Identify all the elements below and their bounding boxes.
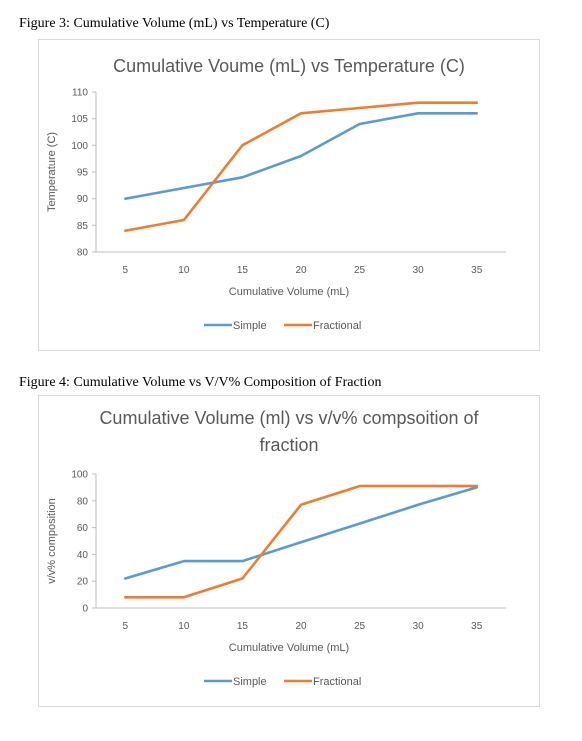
x-tick-label: 20 (295, 265, 307, 276)
y-tick-label: 0 (82, 604, 88, 615)
y-tick-label: 105 (71, 114, 88, 125)
y-tick-label: 110 (72, 88, 88, 99)
legend-label-fractional: Fractional (313, 676, 361, 688)
legend-label-simple: Simple (233, 676, 267, 688)
x-tick-label: 5 (123, 265, 129, 276)
x-tick-label: 10 (178, 621, 190, 632)
figure3-caption: Figure 3: Cumulative Volume (mL) vs Temp… (19, 16, 330, 31)
figure4-caption: Figure 4: Cumulative Volume vs V/V% Comp… (19, 375, 382, 390)
x-tick-label: 30 (413, 265, 425, 276)
y-tick-label: 40 (77, 550, 89, 561)
x-tick-label: 20 (295, 621, 307, 632)
chart-title: Cumulative Volume (ml) vs v/v% compsoiti… (99, 408, 479, 428)
y-tick-label: 90 (77, 194, 89, 205)
legend-label-simple: Simple (233, 320, 267, 332)
y-tick-label: 100 (71, 470, 88, 481)
y-tick-label: 20 (77, 577, 89, 588)
x-tick-label: 10 (178, 265, 190, 276)
series-line-simple (124, 112, 479, 200)
y-axis-title: Temperature (C) (46, 132, 58, 212)
x-axis-title: Cumulative Volume (mL) (229, 286, 349, 298)
chart-temperature-svg: Cumulative Voume (mL) vs Temperature (C)… (46, 56, 506, 332)
y-axis-title: v/v% composition (46, 498, 58, 584)
y-tick-label: 95 (77, 168, 89, 179)
series-line-fractional (124, 484, 479, 599)
chart-title: Cumulative Voume (mL) vs Temperature (C) (113, 56, 465, 76)
y-tick-label: 80 (77, 496, 89, 507)
y-tick-label: 80 (77, 248, 89, 259)
series-line-fractional (124, 101, 479, 232)
chart-composition-svg: Cumulative Volume (ml) vs v/v% compsoiti… (46, 408, 506, 688)
x-tick-label: 25 (354, 265, 366, 276)
x-tick-label: 15 (237, 265, 249, 276)
chart-composition: Cumulative Volume (ml) vs v/v% compsoiti… (38, 395, 540, 707)
x-tick-label: 25 (354, 621, 366, 632)
y-tick-label: 60 (77, 523, 89, 534)
chart-title: fraction (259, 435, 318, 455)
x-tick-label: 15 (237, 621, 249, 632)
x-tick-label: 30 (413, 621, 425, 632)
x-axis-title: Cumulative Volume (mL) (229, 642, 349, 654)
y-tick-label: 85 (77, 221, 89, 232)
x-tick-label: 35 (471, 265, 483, 276)
legend-label-fractional: Fractional (313, 320, 361, 332)
series-line-simple (124, 486, 479, 580)
chart-temperature: Cumulative Voume (mL) vs Temperature (C)… (38, 39, 540, 351)
y-tick-label: 100 (71, 141, 88, 152)
x-tick-label: 35 (471, 621, 483, 632)
x-tick-label: 5 (123, 621, 129, 632)
